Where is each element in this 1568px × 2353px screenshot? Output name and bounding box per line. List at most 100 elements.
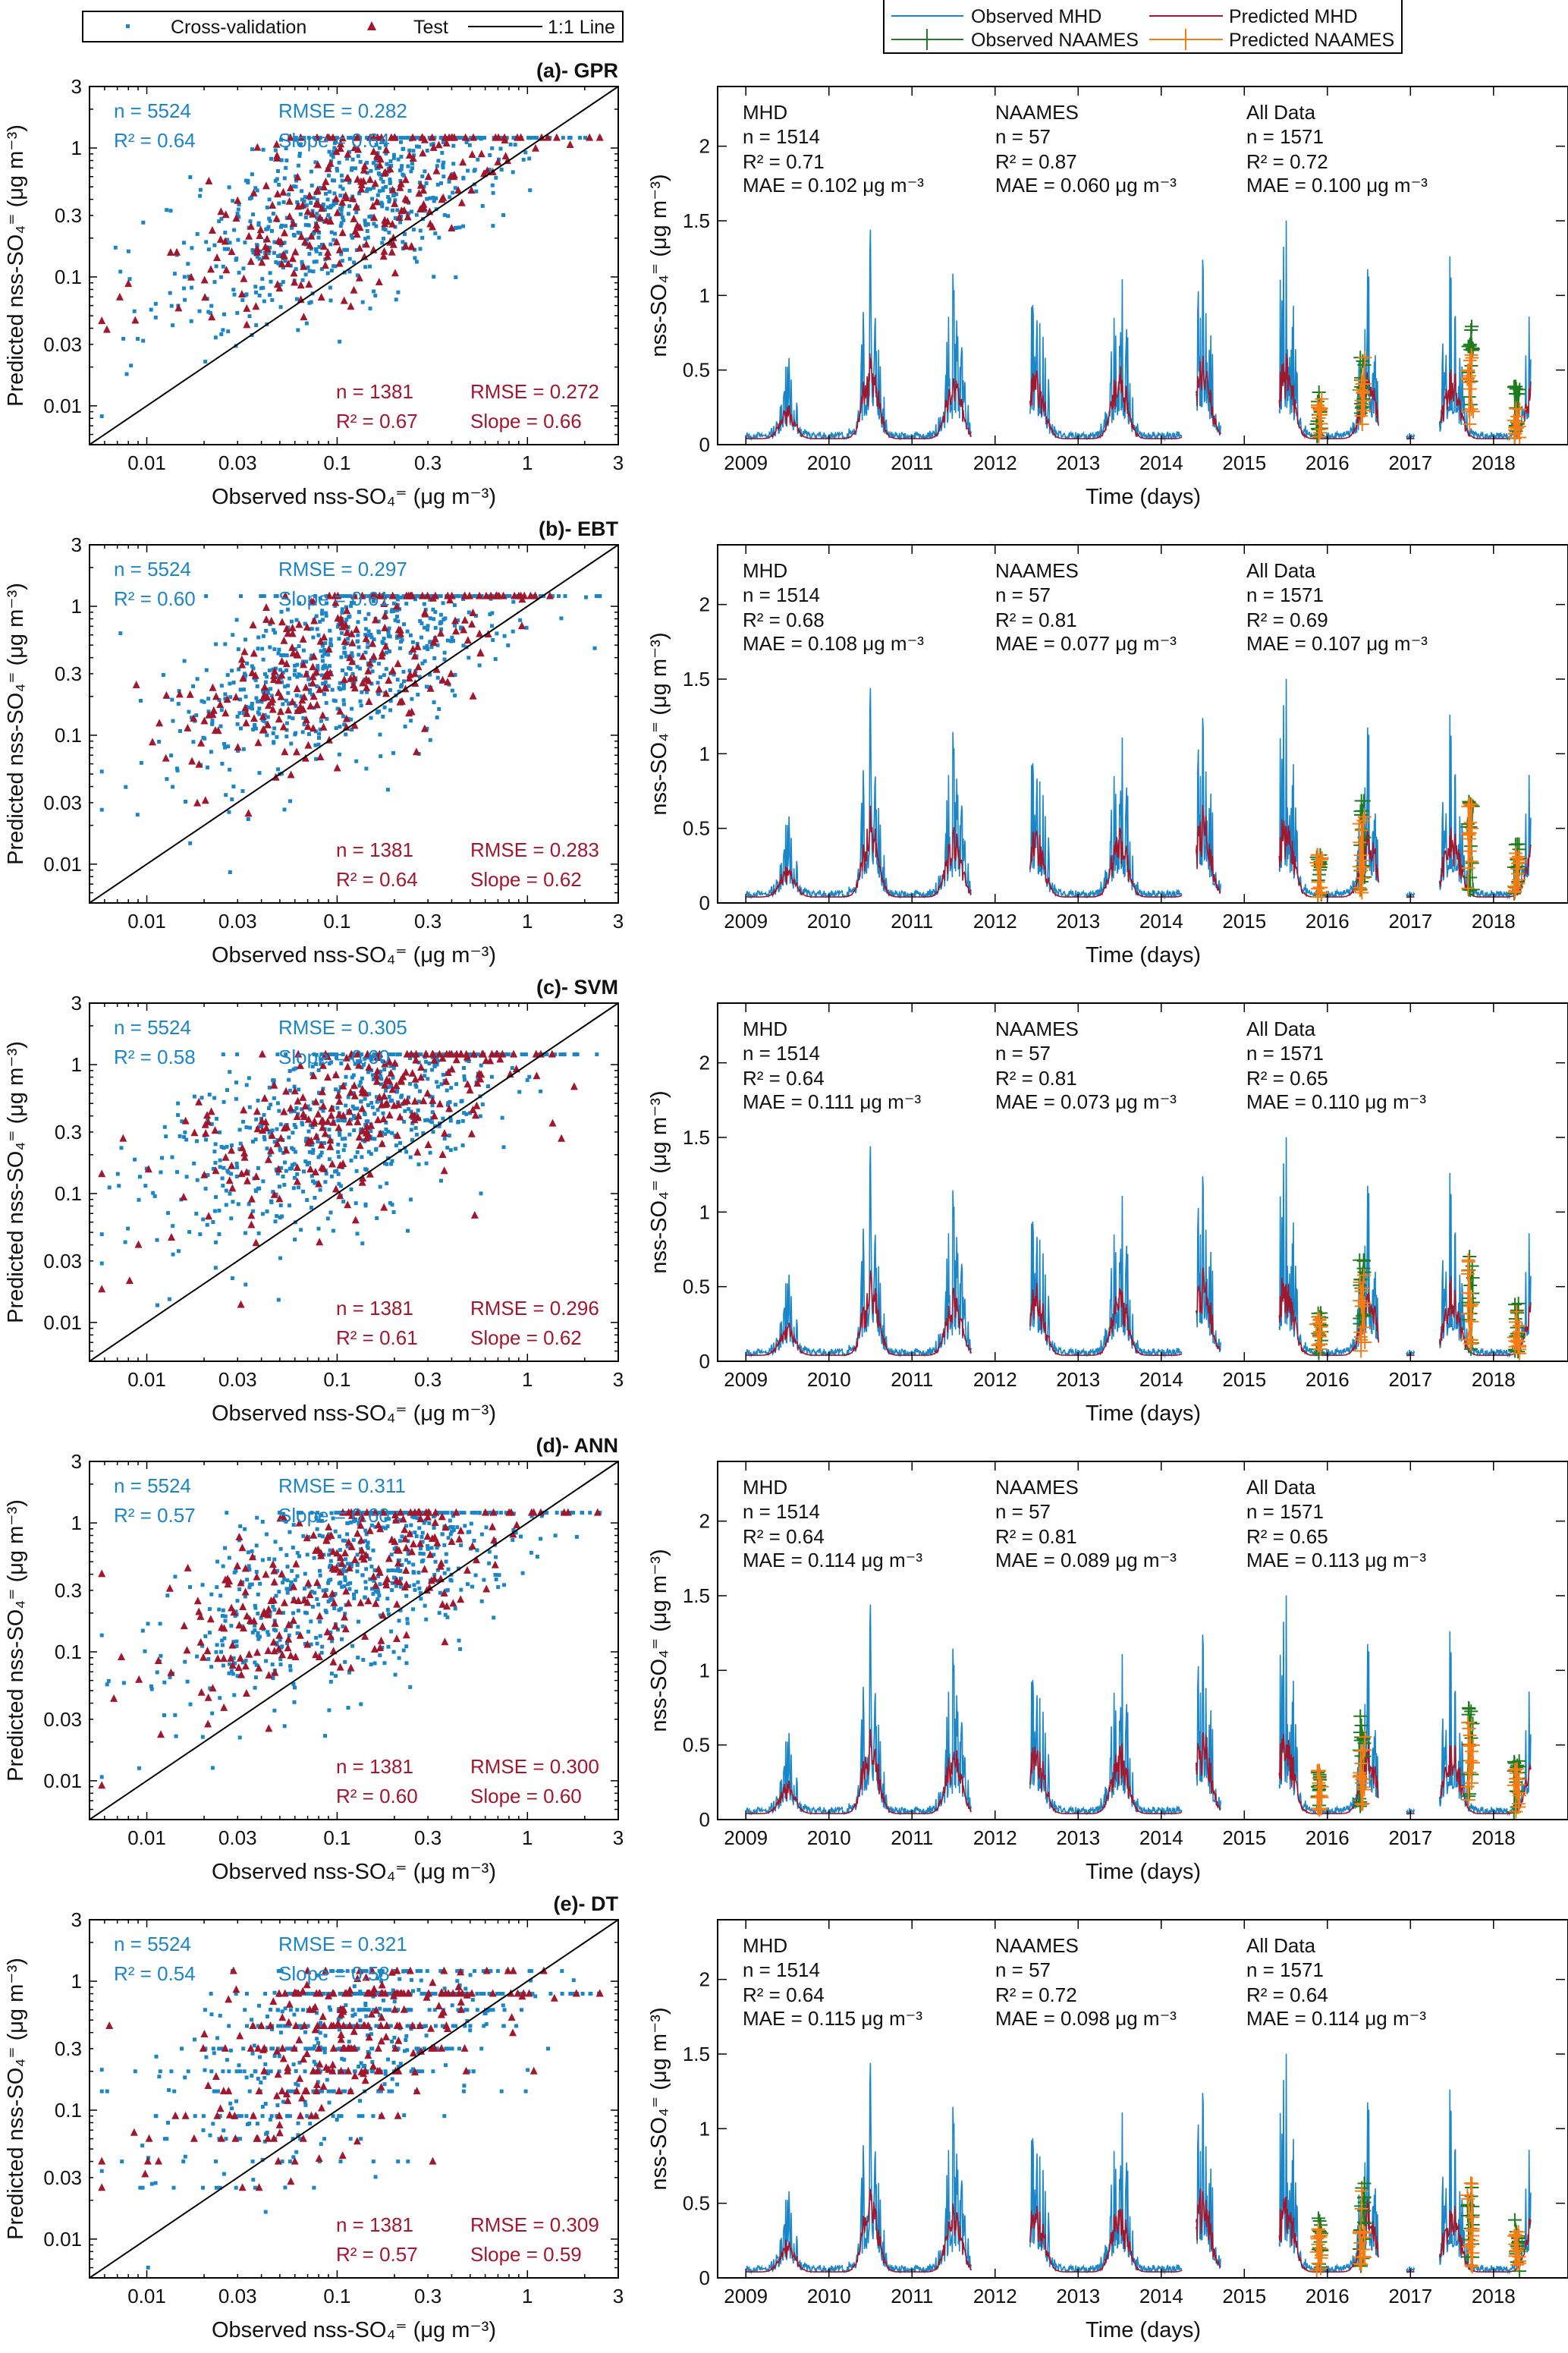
test-point xyxy=(350,285,358,294)
cv-point xyxy=(214,264,218,269)
cv-point xyxy=(328,204,333,209)
cv-point xyxy=(123,1240,127,1244)
cv-point xyxy=(281,1175,285,1178)
cv-point xyxy=(269,279,273,284)
cv-point xyxy=(244,1282,248,1287)
cv-point xyxy=(266,715,270,719)
test-point xyxy=(338,198,347,206)
cv-point xyxy=(342,650,347,655)
cv-point xyxy=(190,285,193,290)
cv-point xyxy=(420,661,425,665)
cv-point xyxy=(315,627,319,631)
cv-point xyxy=(376,171,381,175)
test-point xyxy=(404,212,412,221)
cv-point xyxy=(300,189,304,193)
cv-point xyxy=(420,235,425,240)
cv-point xyxy=(149,307,153,312)
cv-point xyxy=(215,1116,218,1121)
cv-point xyxy=(295,1551,300,1556)
cv-point xyxy=(288,799,293,804)
cv-point xyxy=(288,1530,292,1534)
cv-point xyxy=(313,136,316,140)
cv-point xyxy=(511,170,515,175)
cv-point xyxy=(316,1603,321,1607)
cv-point xyxy=(404,1558,409,1562)
test-point xyxy=(370,1644,379,1653)
cv-point xyxy=(165,1593,170,1598)
cv-stat-rmse: RMSE = 0.311 xyxy=(278,1474,406,1497)
cv-point xyxy=(265,1147,269,1151)
test-point xyxy=(377,1636,385,1644)
cv-point xyxy=(318,186,322,190)
cv-point xyxy=(368,264,372,269)
cv-point xyxy=(406,1228,410,1233)
test-point xyxy=(316,753,325,760)
cv-point xyxy=(266,251,271,256)
test-point xyxy=(532,143,539,152)
cv-point xyxy=(253,678,258,682)
test-stat-n: n = 1381 xyxy=(336,1297,413,1320)
cv-point xyxy=(432,1526,436,1530)
observed-naames-series xyxy=(1310,1700,1527,1820)
test-point xyxy=(220,1703,228,1711)
cv-point xyxy=(451,143,456,148)
test-point xyxy=(275,1606,283,1615)
cv-point xyxy=(467,610,471,615)
cv-point xyxy=(203,1634,208,1638)
cv-point xyxy=(228,767,232,772)
test-point xyxy=(272,140,281,148)
observed-mhd-series xyxy=(745,1595,1532,1817)
test-point xyxy=(165,1584,174,1592)
test-point xyxy=(501,133,508,141)
cv-point xyxy=(393,198,397,203)
test-point xyxy=(207,1107,215,1115)
cv-point xyxy=(234,618,239,622)
cv-point xyxy=(403,1109,407,1113)
cv-point xyxy=(416,1162,421,1167)
cv-point xyxy=(417,1586,422,1590)
cv-point xyxy=(296,328,300,332)
test-point xyxy=(240,274,248,282)
test-point xyxy=(131,316,140,324)
x-tick-label: 2014 xyxy=(1139,1368,1183,1391)
test-point xyxy=(514,133,521,141)
cv-point xyxy=(313,160,318,165)
cv-point xyxy=(355,665,360,669)
test-stat-slope: Slope = 0.66 xyxy=(470,410,582,433)
cv-point xyxy=(169,753,174,758)
test-point xyxy=(460,615,469,624)
cv-point xyxy=(418,1089,422,1093)
test-point xyxy=(362,240,370,248)
cv-point xyxy=(323,680,328,684)
cv-point xyxy=(395,597,400,602)
cv-point xyxy=(319,719,323,723)
cv-point xyxy=(268,245,272,250)
cv-point xyxy=(461,176,466,181)
cv-point xyxy=(458,1647,463,1651)
cv-point xyxy=(259,286,263,291)
cv-point xyxy=(264,628,269,633)
cv-point xyxy=(348,1581,353,1585)
cv-point xyxy=(388,181,392,185)
cv-point xyxy=(442,1571,447,1575)
test-point xyxy=(98,316,106,325)
cv-point xyxy=(121,336,126,341)
cv-point xyxy=(248,197,252,201)
cv-point xyxy=(165,777,169,782)
cv-point xyxy=(156,1303,159,1307)
cv-point xyxy=(325,197,330,202)
cv-point xyxy=(335,166,339,171)
cv-point xyxy=(476,136,479,140)
cv-point xyxy=(281,702,285,706)
y-tick-label: 0 xyxy=(699,1350,710,1373)
cv-point xyxy=(368,665,372,669)
test-point xyxy=(322,177,330,185)
cv-point xyxy=(278,1256,282,1260)
y-tick-label: 0 xyxy=(699,1808,710,1831)
cv-point xyxy=(463,1524,467,1528)
test-point xyxy=(423,1532,432,1540)
cv-point xyxy=(434,197,438,200)
cv-point xyxy=(366,235,370,240)
cv-point xyxy=(391,601,396,606)
test-point xyxy=(356,244,364,252)
